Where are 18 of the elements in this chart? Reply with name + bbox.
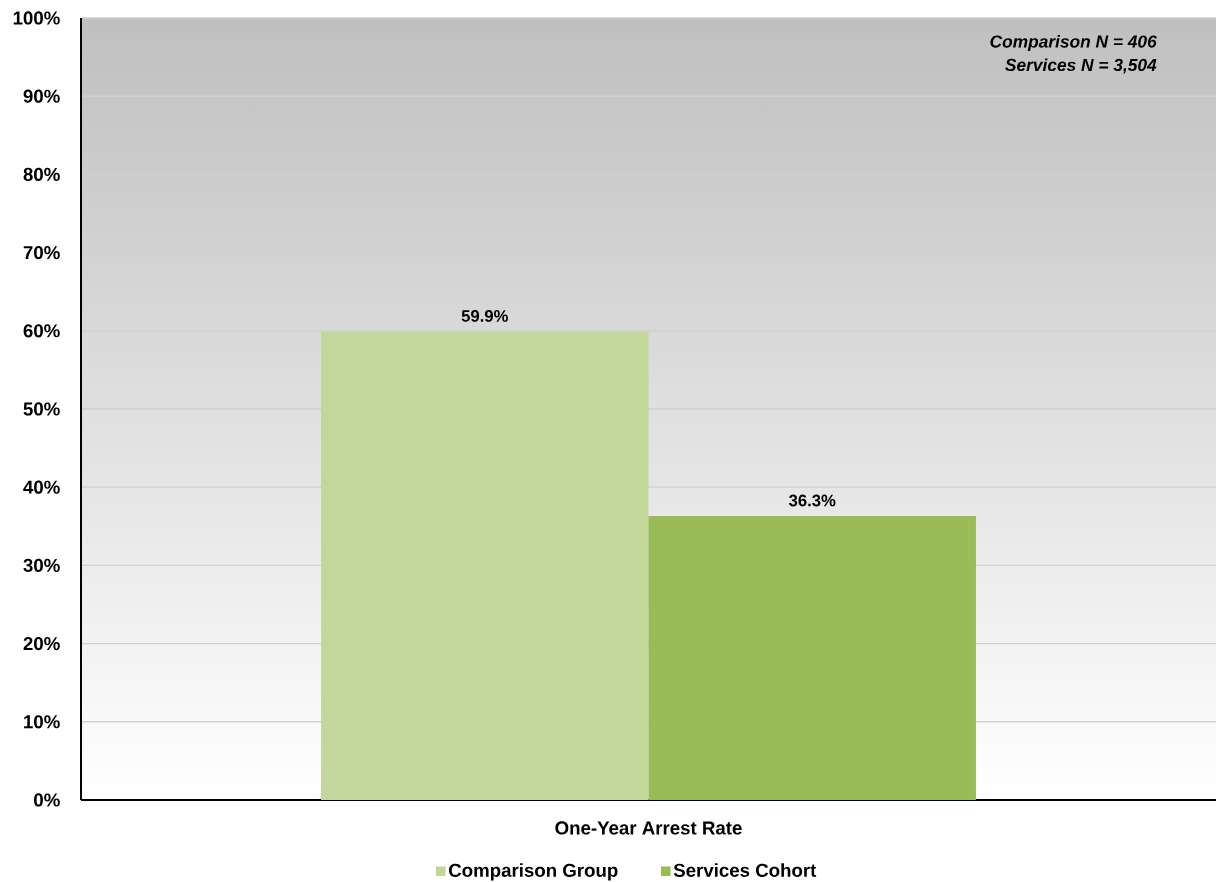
y-tick-label: 20% <box>23 636 60 651</box>
y-tick-label: 70% <box>23 245 60 260</box>
x-tick-label: One-Year Arrest Rate <box>555 821 742 835</box>
annotation: Services N = 3,504 <box>1005 58 1157 74</box>
annotation: Comparison N = 406 <box>990 34 1157 52</box>
legend-label: Services Cohort <box>673 863 817 877</box>
legend-label: Comparison Group <box>449 863 618 881</box>
y-tick-label: 40% <box>23 480 60 494</box>
y-tick-label: 0% <box>34 793 60 807</box>
y-tick-label: 60% <box>23 324 60 338</box>
y-tick-label: 50% <box>23 402 60 416</box>
data-label: 36.3% <box>788 494 836 507</box>
y-tick-label: 30% <box>23 558 60 573</box>
y-tick-label: 10% <box>24 715 60 729</box>
y-tick-label: 100% <box>13 11 60 25</box>
y-tick-label: 90% <box>23 89 60 103</box>
data-label: 59.9% <box>461 310 508 322</box>
y-tick-label: 80% <box>23 167 60 181</box>
